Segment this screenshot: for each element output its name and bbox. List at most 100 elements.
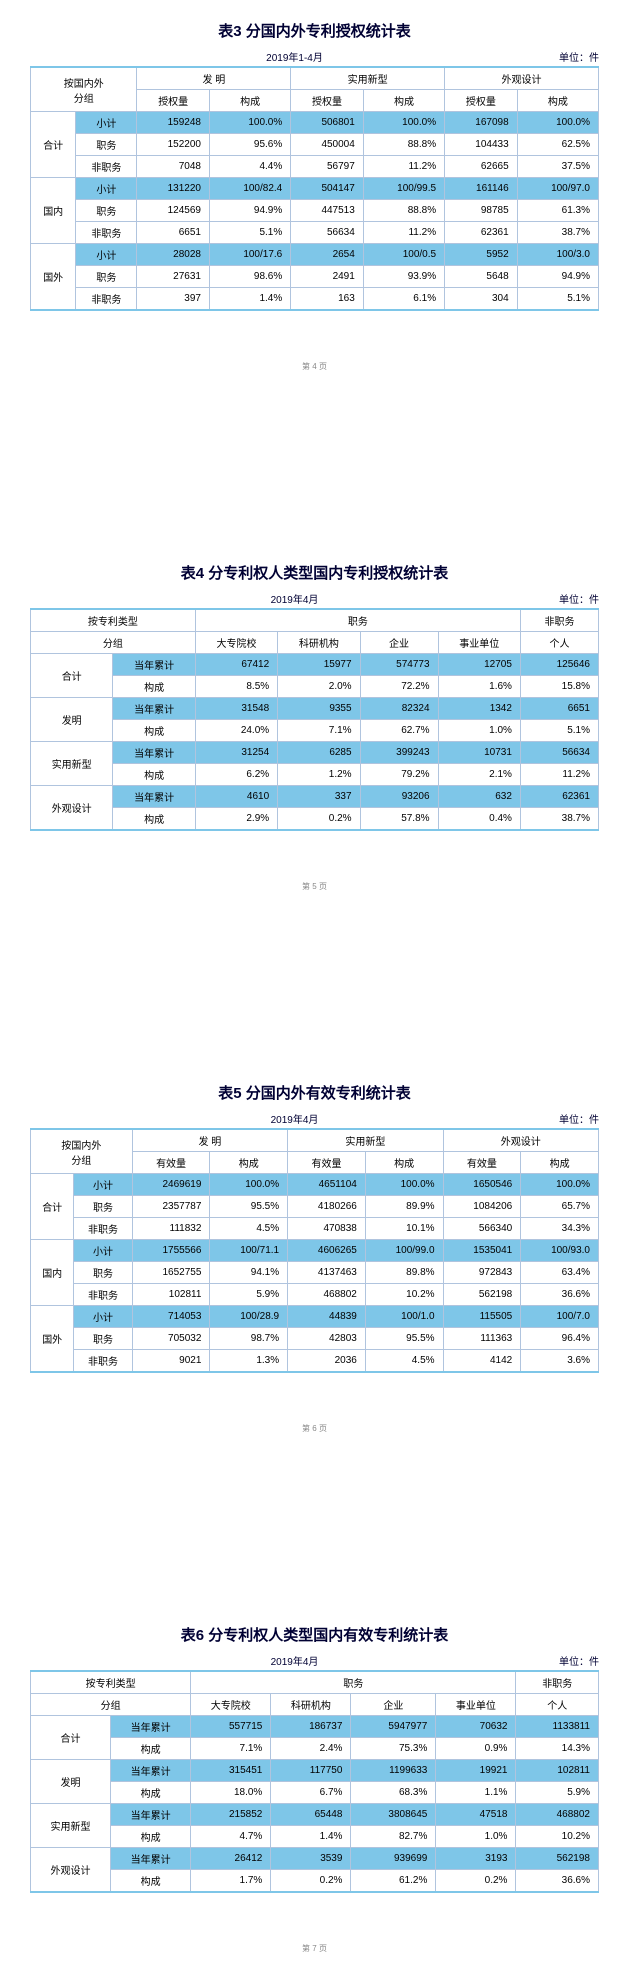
table-cell: 57.8% (360, 808, 438, 831)
table-cell: 100/97.0 (517, 178, 598, 200)
group-header: 外观设计 (443, 1129, 598, 1152)
sub-header: 授权量 (291, 90, 364, 112)
table-cell: 4142 (443, 1350, 521, 1373)
table-cell: 4.7% (191, 1826, 271, 1848)
table-cell: 61.2% (351, 1870, 436, 1893)
row-label: 非职务 (76, 222, 137, 244)
group-header: 发 明 (137, 67, 291, 90)
table-cell: 972843 (443, 1262, 521, 1284)
page7-num: 第 7 页 (30, 1943, 599, 1954)
sub-header: 有效量 (132, 1152, 210, 1174)
table-cell: 6.7% (271, 1782, 351, 1804)
table6-title: 表6 分专利权人类型国内有效专利统计表 (30, 1624, 599, 1645)
row-label: 构成 (111, 1782, 191, 1804)
row-label: 小计 (74, 1174, 132, 1196)
table-cell: 1084206 (443, 1196, 521, 1218)
table-cell: 0.4% (438, 808, 520, 831)
row-header2: 分组 (31, 1694, 191, 1716)
table-cell: 6651 (520, 698, 598, 720)
table-cell: 2.1% (438, 764, 520, 786)
table-cell: 131220 (137, 178, 210, 200)
section-name: 合计 (31, 112, 76, 178)
table-cell: 4606265 (288, 1240, 366, 1262)
table-cell: 98785 (445, 200, 518, 222)
table-cell: 0.2% (278, 808, 360, 831)
table-cell: 100.0% (365, 1174, 443, 1196)
table-cell: 95.5% (365, 1328, 443, 1350)
table5-meta: 2019年4月 单位：件 (30, 1111, 599, 1126)
table3-title: 表3 分国内外专利授权统计表 (30, 20, 599, 41)
table-cell: 337 (278, 786, 360, 808)
col-header: 科研机构 (278, 632, 360, 654)
table-cell: 5947977 (351, 1716, 436, 1738)
table-cell: 315451 (191, 1760, 271, 1782)
row-label: 构成 (113, 808, 195, 831)
table-cell: 100/0.5 (363, 244, 444, 266)
row-label: 职务 (76, 266, 137, 288)
table-cell: 70632 (436, 1716, 516, 1738)
section-name: 国内 (31, 1240, 74, 1306)
section-name: 合计 (31, 654, 113, 698)
table-cell: 56634 (520, 742, 598, 764)
table-cell: 36.6% (521, 1284, 599, 1306)
table-cell: 11.2% (520, 764, 598, 786)
table-cell: 62.5% (517, 134, 598, 156)
table-cell: 65448 (271, 1804, 351, 1826)
table-cell: 89.9% (365, 1196, 443, 1218)
table-cell: 2.0% (278, 676, 360, 698)
sub-header: 有效量 (288, 1152, 366, 1174)
table-cell: 4.5% (210, 1218, 288, 1240)
table-cell: 100/82.4 (209, 178, 290, 200)
table3: 按国内外分组发 明实用新型外观设计授权量构成授权量构成授权量构成合计小计1592… (30, 66, 599, 311)
table-cell: 9355 (278, 698, 360, 720)
table-cell: 2491 (291, 266, 364, 288)
table-cell: 1.0% (436, 1826, 516, 1848)
row-header: 按国内外分组 (31, 1129, 133, 1174)
section-name: 外观设计 (31, 1848, 111, 1893)
table-cell: 15.8% (520, 676, 598, 698)
table-cell: 6.1% (363, 288, 444, 311)
table-cell: 470838 (288, 1218, 366, 1240)
table-cell: 100/1.0 (365, 1306, 443, 1328)
table-cell: 100/71.1 (210, 1240, 288, 1262)
table-cell: 12705 (438, 654, 520, 676)
table4-unit: 单位：件 (559, 591, 599, 606)
table-cell: 447513 (291, 200, 364, 222)
table-cell: 95.5% (210, 1196, 288, 1218)
row-label: 当年累计 (113, 698, 195, 720)
row-header: 按国内外分组 (31, 67, 137, 112)
table-cell: 1.0% (438, 720, 520, 742)
table-cell: 5648 (445, 266, 518, 288)
table-cell: 117750 (271, 1760, 351, 1782)
table-cell: 1.6% (438, 676, 520, 698)
table-cell: 26412 (191, 1848, 271, 1870)
table-cell: 9021 (132, 1350, 210, 1373)
table4: 按专利类型职务非职务分组大专院校科研机构企业事业单位个人合计当年累计674121… (30, 608, 599, 831)
col-header: 个人 (516, 1694, 599, 1716)
table-cell: 47518 (436, 1804, 516, 1826)
table-cell: 10731 (438, 742, 520, 764)
row-label: 当年累计 (111, 1804, 191, 1826)
table6: 按专利类型职务非职务分组大专院校科研机构企业事业单位个人合计当年累计557715… (30, 1670, 599, 1893)
table-cell: 5.1% (517, 288, 598, 311)
row-label: 当年累计 (113, 786, 195, 808)
table-cell: 88.8% (363, 134, 444, 156)
page4-num: 第 4 页 (30, 361, 599, 372)
col-header: 大专院校 (195, 632, 277, 654)
section-name: 实用新型 (31, 1804, 111, 1848)
table-cell: 562198 (443, 1284, 521, 1306)
table-cell: 11.2% (363, 222, 444, 244)
table-cell: 100.0% (210, 1174, 288, 1196)
table-cell: 632 (438, 786, 520, 808)
table-cell: 19921 (436, 1760, 516, 1782)
table-cell: 3193 (436, 1848, 516, 1870)
table-cell: 5.9% (516, 1782, 599, 1804)
row-label: 构成 (113, 676, 195, 698)
table-cell: 62.7% (360, 720, 438, 742)
row-label: 职务 (76, 200, 137, 222)
table-cell: 304 (445, 288, 518, 311)
page5-num: 第 5 页 (30, 881, 599, 892)
table-cell: 11.2% (363, 156, 444, 178)
table-cell: 574773 (360, 654, 438, 676)
table-cell: 102811 (132, 1284, 210, 1306)
